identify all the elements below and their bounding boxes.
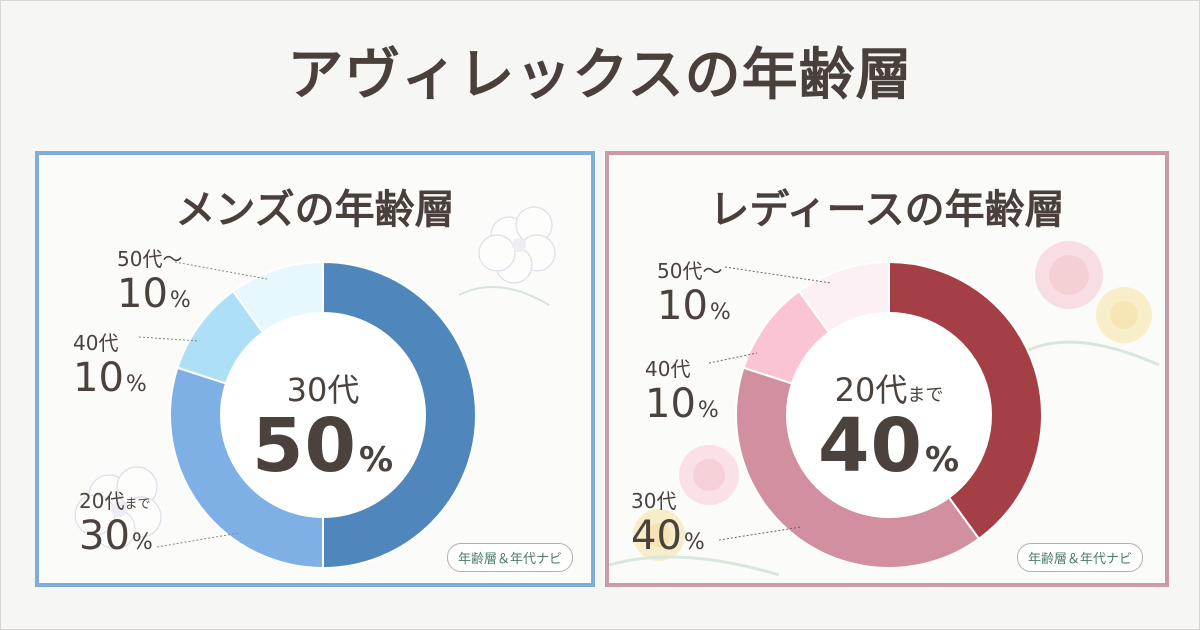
men-label-40s-unit: % [125, 372, 147, 397]
women-leader-50s [724, 266, 832, 284]
men-leader-lines [138, 261, 268, 548]
women-leader-30s [718, 526, 802, 541]
women-donut-chart [735, 260, 1043, 569]
men-center-value-number: 50 [251, 403, 357, 489]
women-label-50s-age: 50代～ [657, 259, 723, 283]
women-site-badge: 年齢層＆年代ナビ [1017, 543, 1144, 572]
men-label-50s-unit: % [169, 288, 191, 313]
men-panel: メンズの年齢層 30代 50% 50代～ 10% 40代 10% 20代まで 3… [35, 151, 595, 587]
men-label-40s-value: 10 [73, 355, 124, 401]
women-label-30s: 30代 40% [631, 485, 705, 556]
women-label-40s-unit: % [697, 398, 719, 423]
women-leader-lines [708, 266, 832, 541]
men-slice-1 [169, 366, 324, 570]
men-center-age-text: 30代 [286, 371, 360, 409]
women-donut-hole [788, 314, 990, 516]
women-leader-40s [708, 352, 758, 364]
women-slice-0 [888, 260, 1043, 541]
men-label-50s: 50代～ 10% [117, 243, 191, 314]
women-panel: レディースの年齢層 20代まで 40% 50代～ 10% 40代 10% 30代… [605, 151, 1169, 587]
men-leader-20s [156, 532, 240, 548]
flower-decoration-icon [609, 445, 779, 577]
men-slice-3 [231, 260, 324, 334]
men-site-badge: 年齢層＆年代ナビ [447, 543, 574, 572]
men-center-value-unit: % [358, 440, 395, 480]
men-label-20s-age: 20代 [79, 489, 125, 513]
women-center-value-number: 40 [817, 403, 923, 489]
men-label-40s: 40代 10% [73, 327, 147, 398]
women-panel-title: レディースの年齢層 [709, 187, 1065, 233]
women-label-40s-value: 10 [645, 381, 696, 427]
men-label-20s-suffix: まで [124, 497, 151, 512]
women-slice-3 [797, 260, 890, 334]
flower-decoration-icon [1018, 241, 1160, 367]
women-center-age-text: 20代 [834, 371, 908, 409]
women-label-30s-age: 30代 [631, 489, 677, 513]
women-label-30s-value: 40 [631, 513, 682, 559]
men-panel-title: メンズの年齢層 [175, 187, 455, 233]
women-slice-1 [735, 366, 981, 569]
flower-decoration-icon [74, 466, 162, 550]
men-leader-50s [174, 261, 268, 280]
women-label-40s: 40代 10% [645, 353, 719, 424]
men-slice-0 [322, 260, 477, 570]
men-label-20s-value: 30 [79, 513, 130, 559]
women-label-50s: 50代～ 10% [657, 255, 731, 326]
men-donut-chart [169, 260, 477, 570]
men-center-value: 50% [203, 403, 443, 489]
men-label-40s-age: 40代 [73, 331, 119, 355]
women-center-age: 20代まで [789, 365, 989, 411]
men-center-age: 30代 [223, 365, 423, 411]
women-center-value: 40% [769, 403, 1009, 489]
flower-decoration-icon [458, 206, 556, 306]
men-donut-hole [222, 314, 424, 516]
men-label-20s: 20代まで 30% [79, 485, 153, 556]
women-label-50s-unit: % [709, 300, 731, 325]
women-label-30s-unit: % [683, 530, 705, 555]
men-label-50s-age: 50代～ [117, 247, 183, 271]
women-center-value-unit: % [924, 440, 961, 480]
main-title: アヴィレックスの年齢層 [287, 43, 913, 108]
men-label-20s-unit: % [131, 530, 153, 555]
men-label-50s-value: 10 [117, 271, 168, 317]
men-leader-40s [138, 336, 200, 342]
women-label-50s-value: 10 [657, 283, 708, 329]
women-center-age-suffix: まで [907, 385, 944, 406]
women-label-40s-age: 40代 [645, 357, 691, 381]
